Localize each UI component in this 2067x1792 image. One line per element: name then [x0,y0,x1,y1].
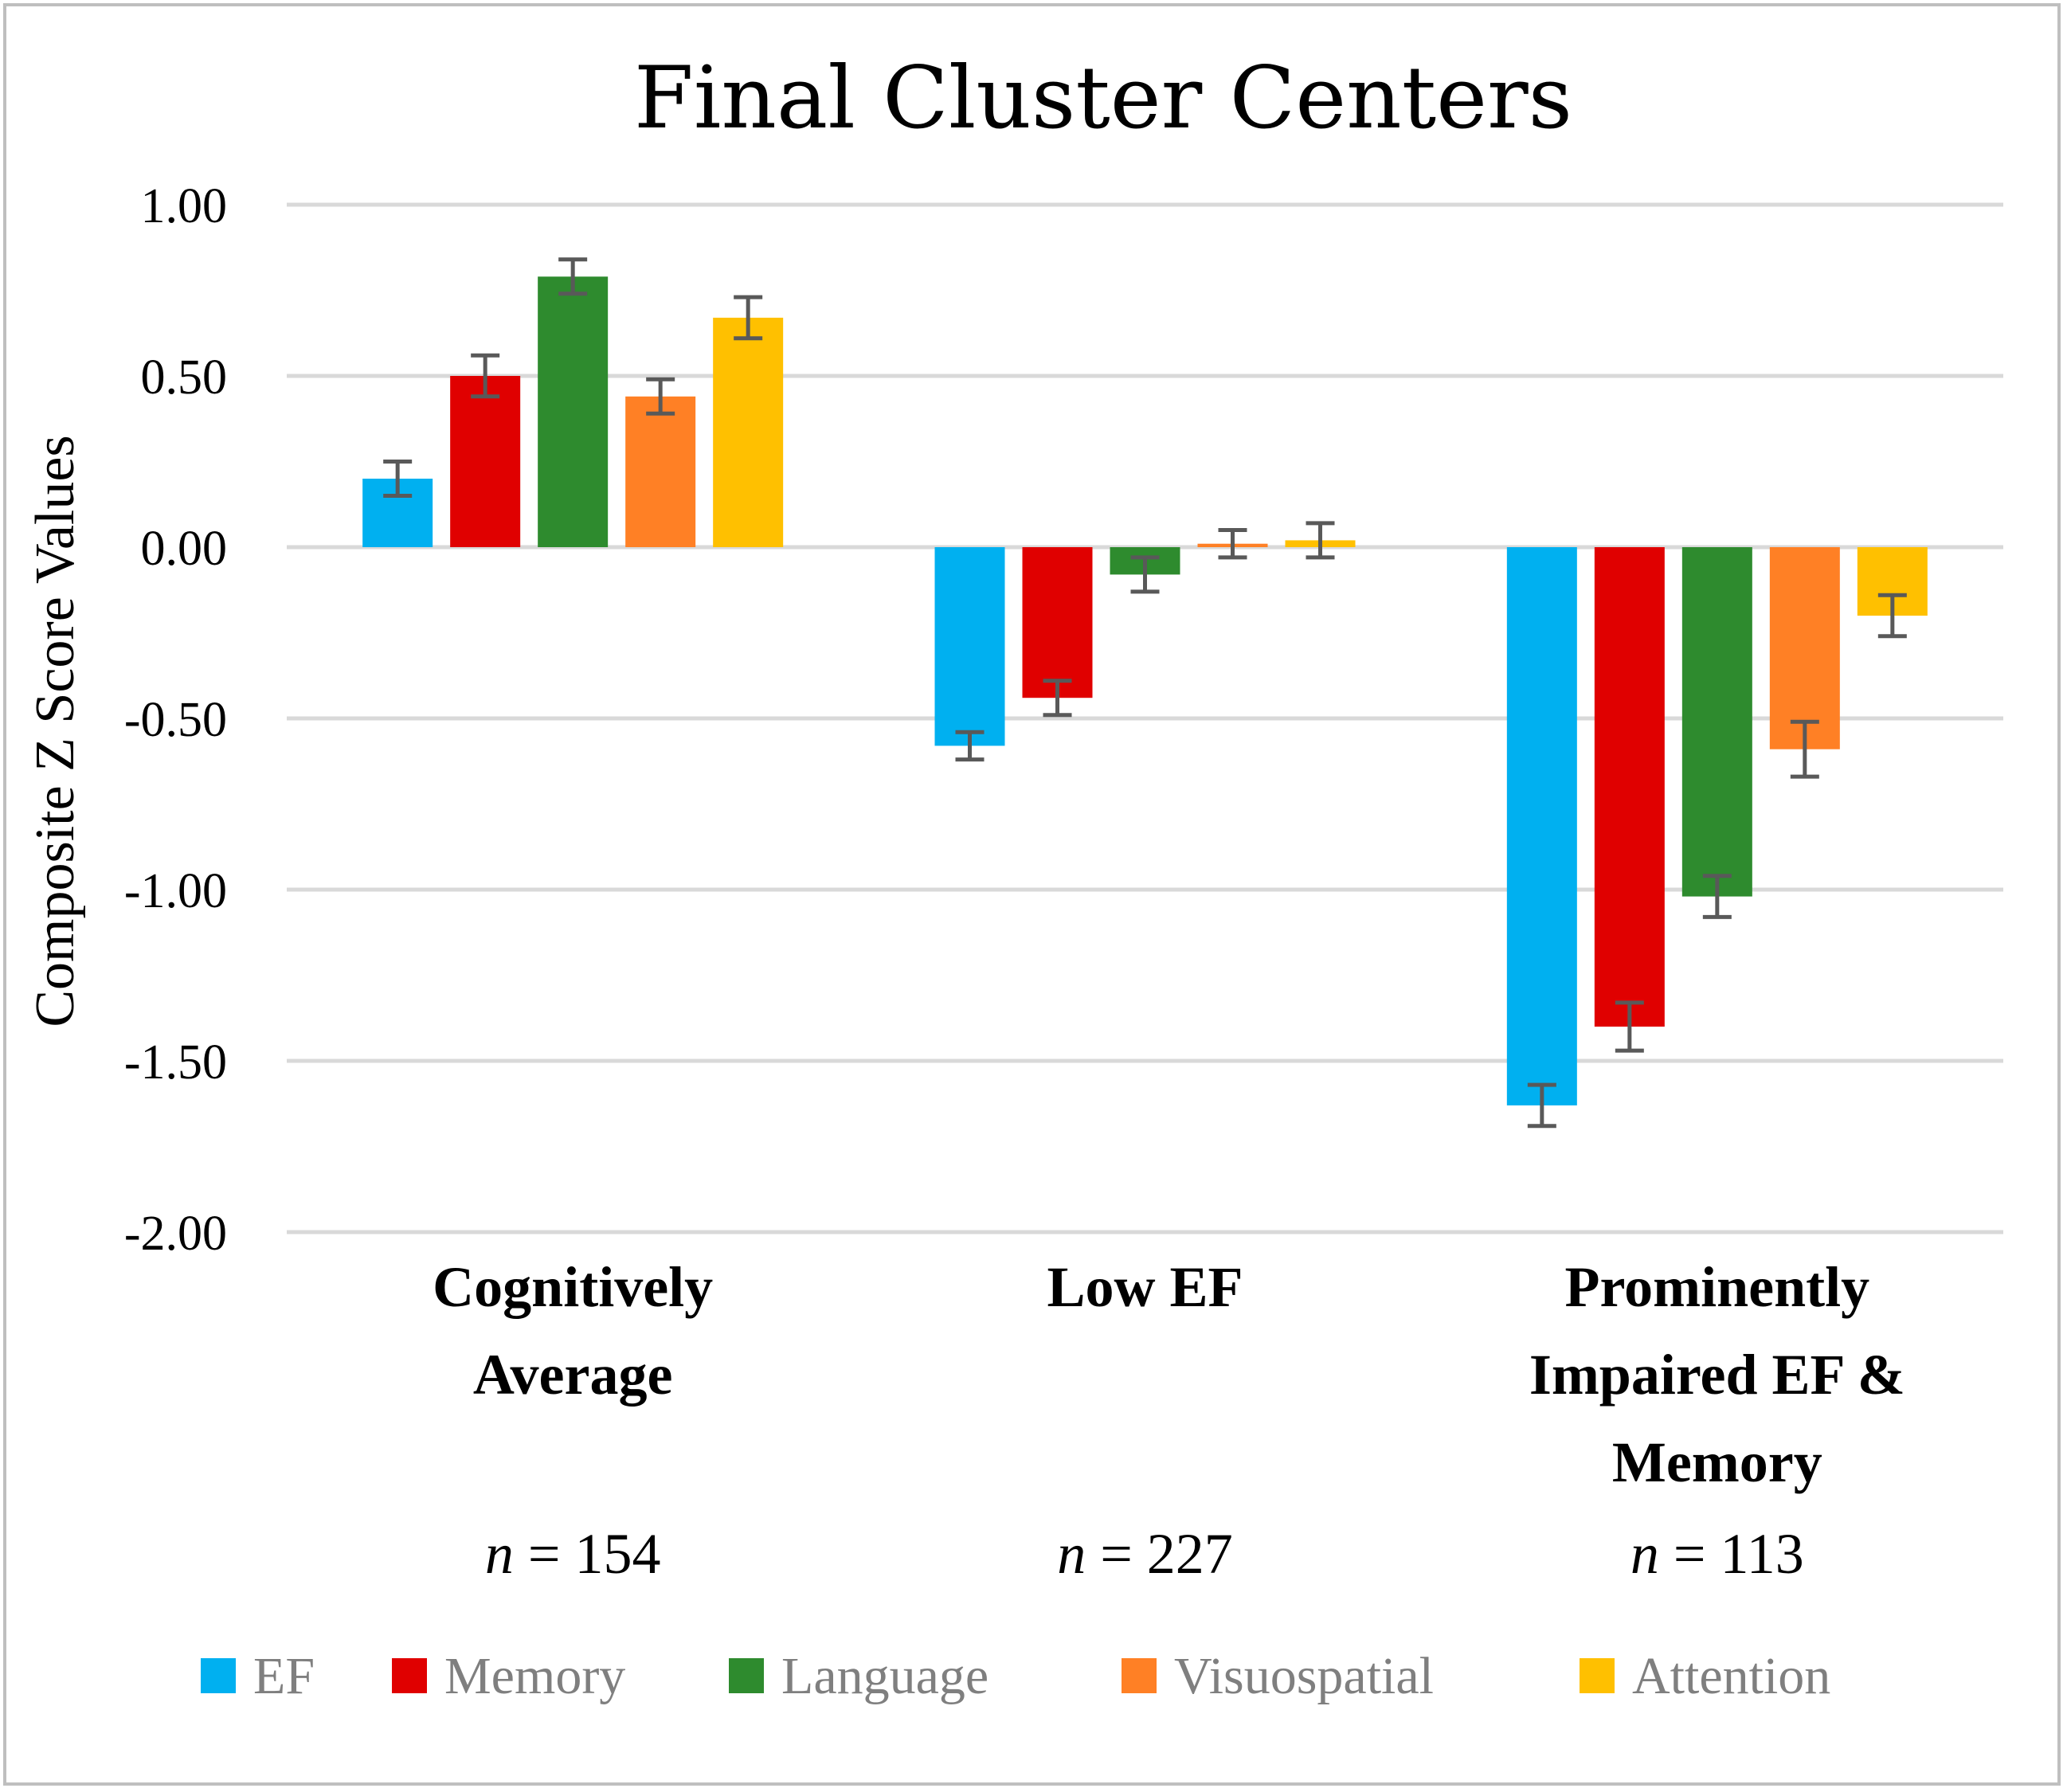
legend-swatch [201,1658,236,1693]
category-label: Cognitively [433,1255,713,1319]
error-bar-attention-2 [1306,521,1335,560]
error-bar-language-1 [558,257,588,296]
error-bars [383,257,1907,1129]
y-axis-label: Composite Z Score Values [25,435,86,1027]
bar-language-1 [538,276,609,547]
bars [362,276,1928,1105]
legend-label: Attention [1632,1647,1830,1705]
y-tick-label: -0.50 [124,693,227,747]
error-bar-memory-3 [1615,1000,1644,1053]
error-bar-memory-1 [471,353,500,399]
y-tick-labels: 1.00 0.50 0.00 -0.50 -1.00 -1.50 -2.00 [124,179,227,1261]
error-bar-language-3 [1702,874,1732,919]
sample-size-label: n = 227 [1057,1522,1233,1586]
legend-swatch [392,1658,427,1693]
legend-label: Visuospatial [1174,1647,1434,1705]
bar-memory-3 [1594,547,1665,1027]
bar-ef-2 [934,547,1005,746]
legend-label: Memory [444,1647,625,1705]
error-bar-attention-1 [734,295,763,341]
error-bar-visuospatial-3 [1790,719,1819,779]
legend-item-ef: EF [201,1647,315,1705]
category-label: Low EF [1047,1255,1243,1319]
category-labels: Cognitively Average n = 154 Low EF n = 227 Pr… [433,1255,1905,1586]
bar-memory-1 [450,376,521,547]
legend-swatch [729,1658,764,1693]
category-label: Average [473,1343,673,1407]
legend-item-language: Language [729,1647,988,1705]
legend-item-memory: Memory [392,1647,625,1705]
y-tick-label: 1.00 [141,179,228,233]
legend: EF Memory Language Visuospatial Attention [201,1647,1830,1705]
bar-visuospatial-1 [625,396,696,547]
legend-label: EF [253,1647,315,1705]
sample-size-label: n = 154 [485,1522,661,1586]
error-bar-visuospatial-2 [1218,528,1247,560]
y-tick-label: -1.00 [124,864,227,918]
bar-language-3 [1681,547,1752,897]
bar-memory-2 [1022,547,1093,698]
bar-visuospatial-3 [1769,547,1840,749]
error-bar-attention-3 [1877,593,1907,639]
error-bar-ef-3 [1527,1082,1556,1129]
bar-attention-1 [713,317,784,547]
category-label: Prominently [1565,1255,1870,1319]
bar-ef-3 [1506,547,1577,1105]
error-bar-visuospatial-1 [646,377,675,416]
error-bar-memory-2 [1043,679,1072,718]
sample-size-label: n = 113 [1631,1522,1804,1586]
legend-item-visuospatial: Visuospatial [1122,1647,1434,1705]
category-label: Impaired EF & [1529,1343,1905,1407]
y-tick-label: -2.00 [124,1207,227,1261]
legend-swatch [1580,1658,1615,1693]
y-tick-label: 0.50 [141,350,228,405]
chart-title: Final Cluster Centers [634,49,1572,148]
error-bar-ef-1 [383,460,413,498]
legend-swatch [1122,1658,1157,1693]
y-tick-label: 0.00 [141,522,228,576]
error-bar-ef-2 [955,730,985,762]
legend-item-attention: Attention [1580,1647,1830,1705]
category-label: Memory [1612,1430,1822,1494]
legend-label: Language [781,1647,988,1705]
error-bar-language-2 [1130,555,1160,594]
y-tick-label: -1.50 [124,1035,227,1090]
